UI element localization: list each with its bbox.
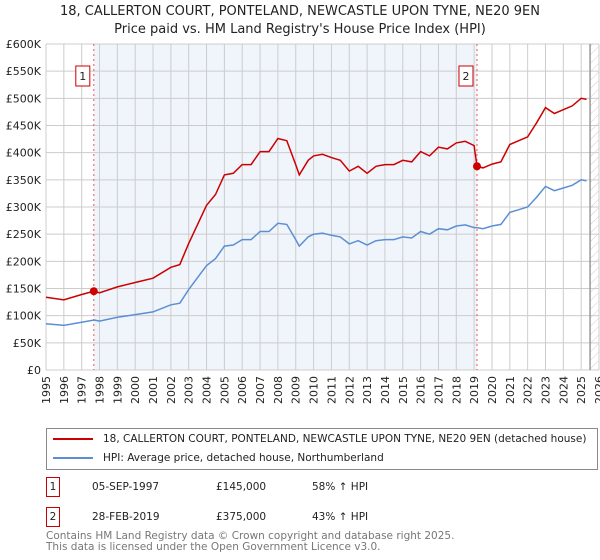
- legend-item-property: 18, CALLERTON COURT, PONTELAND, NEWCASTL…: [53, 433, 586, 445]
- footer-line-1: Contains HM Land Registry data © Crown c…: [46, 530, 455, 542]
- x-tick-label: 2007: [254, 376, 267, 404]
- x-tick-label: 2016: [415, 376, 428, 404]
- x-tick-label: 2021: [504, 376, 517, 404]
- sale-2-point: [472, 162, 481, 171]
- x-tick-label: 2018: [450, 376, 463, 404]
- chart-subtitle: Price paid vs. HM Land Registry's House …: [114, 22, 486, 37]
- footer-line-2: This data is licensed under the Open Gov…: [46, 541, 381, 553]
- sale-date: 05-SEP-1997: [92, 481, 160, 493]
- legend-swatch-red: [53, 438, 93, 440]
- y-tick-label: £250K: [6, 228, 42, 241]
- sale-row-2: 2 28-FEB-2019 £375,000 43% ↑ HPI: [46, 507, 368, 527]
- x-tick-label: 2010: [308, 376, 321, 404]
- x-tick-label: 2004: [201, 376, 214, 404]
- sale-hpi: 43% ↑ HPI: [312, 511, 369, 523]
- sale-1-point: [89, 287, 98, 296]
- y-tick-label: £350K: [6, 174, 42, 187]
- sale-2-label: 2: [462, 70, 469, 83]
- y-tick-label: £100K: [6, 310, 42, 323]
- x-tick-label: 1995: [40, 376, 53, 404]
- x-tick-label: 2012: [343, 376, 356, 404]
- x-tick-label: 1996: [58, 376, 71, 404]
- sale-badge: 2: [46, 507, 60, 527]
- x-tick-label: 2017: [432, 376, 445, 404]
- x-tick-label: 2023: [539, 376, 552, 404]
- y-tick-label: £550K: [6, 65, 42, 78]
- y-tick-label: £50K: [13, 337, 42, 350]
- y-tick-label: £600K: [6, 38, 42, 51]
- x-tick-label: 1999: [111, 376, 124, 404]
- y-tick-label: £400K: [6, 147, 42, 160]
- x-tick-label: 2009: [290, 376, 303, 404]
- x-tick-label: 2008: [272, 376, 285, 404]
- x-tick-label: 2002: [165, 376, 178, 404]
- x-tick-label: 2014: [379, 376, 392, 404]
- sale-row-1: 1 05-SEP-1997 £145,000 58% ↑ HPI: [46, 477, 368, 497]
- legend-item-hpi: HPI: Average price, detached house, Nort…: [53, 452, 384, 464]
- x-tick-label: 2025: [575, 376, 588, 404]
- sale-1-box: [75, 65, 91, 87]
- chart-title: 18, CALLERTON COURT, PONTELAND, NEWCASTL…: [60, 4, 540, 19]
- price-chart: £0 £50K £100K £150K £200K £250K £300K £350K £400…: [6, 38, 600, 404]
- x-tick-label: 1998: [94, 376, 107, 404]
- x-tick-label: 2020: [486, 376, 499, 404]
- hpi-line: [45, 179, 587, 327]
- sale-date: 28-FEB-2019: [92, 511, 160, 523]
- legend: 18, CALLERTON COURT, PONTELAND, NEWCASTL…: [46, 428, 598, 470]
- x-tick-label: 2001: [147, 376, 160, 404]
- x-tick-label: 2011: [325, 376, 338, 404]
- x-tick-label: 2003: [183, 376, 196, 404]
- property-price-line: [45, 97, 587, 301]
- x-tick-label: 2005: [218, 376, 231, 404]
- x-tick-label: 2013: [361, 376, 374, 404]
- legend-label: 18, CALLERTON COURT, PONTELAND, NEWCASTL…: [103, 433, 587, 445]
- sale-1-label: 1: [79, 70, 86, 83]
- x-tick-label: 2024: [557, 376, 570, 404]
- x-tick-label: 1997: [76, 376, 89, 404]
- sale-2-box: [458, 65, 474, 87]
- y-tick-label: £200K: [6, 255, 42, 268]
- x-tick-label: 2000: [129, 376, 142, 404]
- sale-badge: 1: [46, 477, 60, 497]
- y-tick-label: £150K: [6, 283, 42, 296]
- y-tick-label: £450K: [6, 120, 42, 133]
- sale-hpi: 58% ↑ HPI: [312, 481, 369, 493]
- x-tick-label: 2026: [593, 376, 600, 404]
- y-tick-label: £500K: [6, 92, 42, 105]
- y-tick-label: £300K: [6, 201, 42, 214]
- x-tick-label: 2019: [468, 376, 481, 404]
- legend-swatch-blue: [53, 457, 93, 459]
- x-tick-label: 2006: [236, 376, 249, 404]
- y-tick-label: £0: [27, 364, 41, 377]
- sale-price: £145,000: [216, 481, 267, 493]
- x-tick-label: 2022: [522, 376, 535, 404]
- x-tick-label: 2015: [397, 376, 410, 404]
- legend-label: HPI: Average price, detached house, Nort…: [103, 452, 384, 464]
- sale-price: £375,000: [216, 511, 267, 523]
